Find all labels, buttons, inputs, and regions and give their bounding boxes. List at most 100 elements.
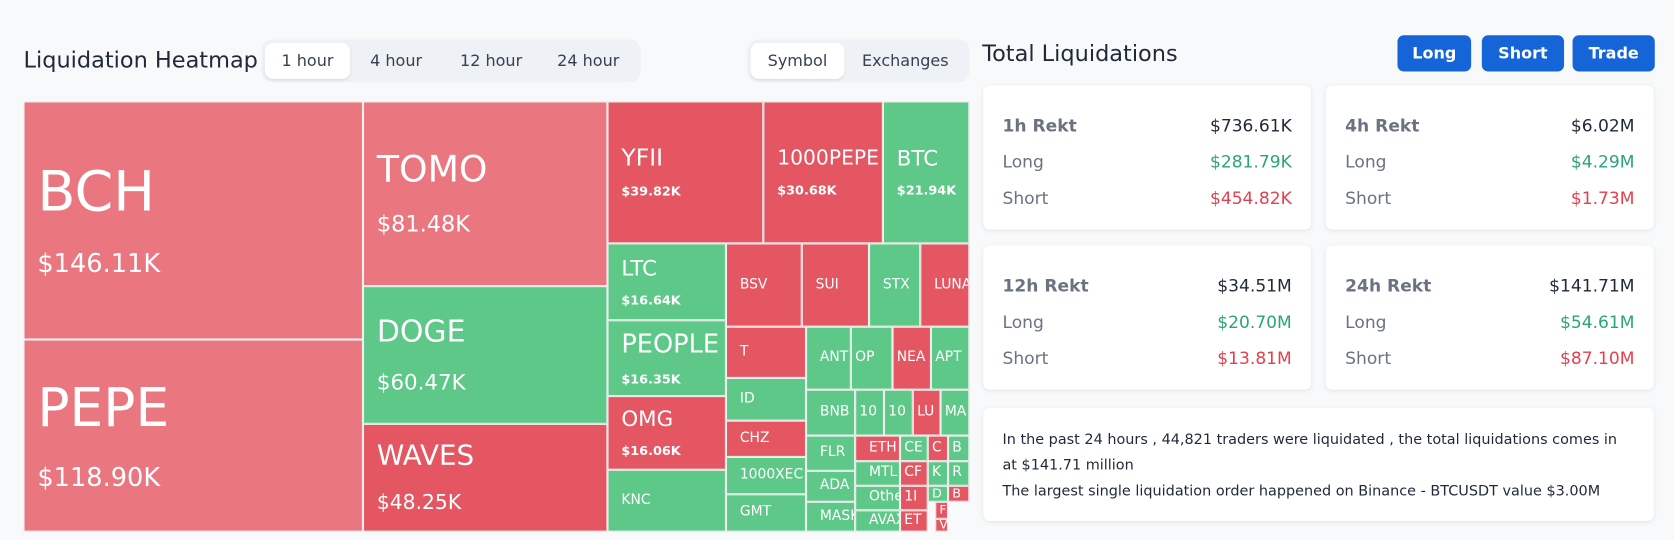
heatmap-tile[interactable]: SUI: [801, 243, 870, 327]
tile-label: R: [952, 464, 962, 481]
row-value: $13.81M: [1217, 347, 1292, 368]
tile-label: PEOPLE: [621, 328, 720, 359]
tile-label: ETH: [869, 439, 897, 456]
card-row: Long $4.29M: [1345, 143, 1634, 179]
tile-label: 10: [888, 403, 906, 420]
heatmap-tile[interactable]: C: [927, 435, 949, 462]
heatmap-tile[interactable]: TOMO $81.48K: [362, 101, 608, 287]
heatmap-tile[interactable]: CHZ: [725, 420, 807, 457]
view-tab[interactable]: Exchanges: [862, 51, 949, 71]
tile-label: Othe: [869, 488, 900, 506]
message-line: The largest single liquidation order hap…: [1002, 482, 1601, 500]
rekt-card: 24h Rekt $141.71M Long $54.61M Short $87.10M: [1325, 245, 1654, 390]
heatmap-tile[interactable]: 1I: [899, 485, 928, 511]
heatmap-tile[interactable]: ANT: [806, 326, 851, 390]
card-row: Short $87.10M: [1345, 339, 1634, 375]
heatmap-tile[interactable]: 10: [855, 389, 884, 436]
action-button[interactable]: Long: [1397, 35, 1472, 72]
heatmap-tile[interactable]: K: [927, 461, 949, 486]
action-button[interactable]: Short: [1481, 35, 1565, 72]
time-tabs: 1 hour 4 hour 12 hour 24 hour: [261, 39, 641, 83]
view-tab[interactable]: Symbol: [750, 42, 845, 80]
time-tab[interactable]: 12 hour: [460, 51, 523, 71]
tile-label: 1000PEPE: [777, 146, 879, 170]
heatmap-tile[interactable]: STX: [869, 243, 921, 327]
card-total: $141.71M: [1549, 274, 1635, 296]
row-label: Short: [1002, 347, 1049, 368]
heatmap-tile[interactable]: 1000PEPE $30.68K: [763, 101, 883, 244]
card-title: 12h Rekt: [1002, 274, 1089, 296]
row-value: $4.29M: [1570, 151, 1635, 172]
heatmap-tile[interactable]: MTL: [855, 461, 900, 486]
tile-label: TOMO: [376, 148, 488, 191]
heatmap-tile[interactable]: 10: [883, 389, 913, 436]
heatmap-tile[interactable]: B: [948, 485, 970, 502]
time-tab[interactable]: 1 hour: [264, 42, 351, 80]
heatmap-tile[interactable]: MASK: [806, 501, 856, 532]
heatmap-tile[interactable]: D: [927, 485, 949, 502]
heatmap-tile[interactable]: Othe: [855, 485, 900, 511]
row-value: $54.61M: [1559, 311, 1635, 332]
tile-value: $16.64K: [621, 292, 681, 308]
row-value: $1.73M: [1570, 187, 1635, 208]
heatmap-tile[interactable]: CF: [899, 461, 928, 486]
card-row: Short $1.73M: [1345, 179, 1634, 215]
tile-value: $21.94K: [896, 182, 957, 198]
heatmap-tile[interactable]: KNC: [607, 469, 726, 532]
heatmap-tile[interactable]: B: [948, 435, 970, 462]
row-label: Long: [1002, 151, 1044, 172]
heatmap-tile[interactable]: FLR: [806, 435, 856, 471]
heatmap-tile[interactable]: MA: [940, 389, 970, 436]
heatmap-tile[interactable]: APT: [930, 326, 970, 390]
heatmap-tile[interactable]: WAVES $48.25K: [362, 423, 608, 532]
heatmap-title: Liquidation Heatmap: [23, 46, 258, 73]
heatmap-tile[interactable]: BTC $21.94K: [882, 101, 970, 244]
time-tab[interactable]: 4 hour: [370, 51, 423, 71]
heatmap-tile[interactable]: ETH: [855, 435, 900, 462]
heatmap-tile[interactable]: T: [725, 326, 807, 378]
tile-value: $48.25K: [376, 490, 462, 515]
card-header: 24h Rekt $141.71M: [1345, 267, 1634, 303]
heatmap: BCH $146.11K PEPE $118.90K TOMO $81.48K DOGE $6…: [23, 101, 970, 532]
heatmap-tile[interactable]: BSV: [725, 243, 802, 327]
heatmap-tile[interactable]: R: [948, 461, 970, 486]
heatmap-tile[interactable]: ID: [725, 377, 807, 421]
heatmap-tile[interactable]: ADA: [806, 470, 856, 502]
tile-label: ET: [904, 511, 922, 528]
card-row: Long $20.70M: [1002, 303, 1291, 339]
heatmap-tile[interactable]: DOGE $60.47K: [362, 286, 608, 424]
heatmap-tile[interactable]: PEPE $118.90K: [23, 339, 363, 532]
tile-label: PEPE: [37, 376, 170, 439]
heatmap-tile[interactable]: BCH $146.11K: [23, 101, 363, 340]
time-tab[interactable]: 24 hour: [557, 51, 620, 71]
tile-label: F: [939, 502, 947, 517]
tile-label: LU: [917, 403, 935, 420]
heatmap-tile[interactable]: YFII $39.82K: [607, 101, 764, 244]
heatmap-tile[interactable]: CE: [899, 435, 928, 462]
row-label: Short: [1345, 187, 1392, 208]
tile-label: BTC: [896, 145, 939, 172]
heatmap-tile[interactable]: AVAX: [855, 510, 900, 532]
heatmap-tile[interactable]: NEA: [892, 326, 931, 390]
heatmap-tile[interactable]: LU: [912, 389, 941, 436]
row-label: Long: [1345, 151, 1387, 172]
action-button[interactable]: Trade: [1572, 35, 1655, 72]
message-line: In the past 24 hours , 44,821 traders we…: [1002, 431, 1618, 475]
heatmap-tile[interactable]: F: [935, 501, 949, 519]
tile-label: B: [952, 485, 962, 501]
card-total: $6.02M: [1570, 114, 1635, 136]
tile-label: FLR: [819, 444, 846, 461]
heatmap-tile[interactable]: PEOPLE $16.35K: [607, 320, 726, 397]
row-label: Short: [1345, 347, 1392, 368]
tile-value: $146.11K: [37, 248, 161, 279]
heatmap-tile[interactable]: OP: [850, 326, 893, 390]
heatmap-tile[interactable]: ET: [899, 510, 928, 532]
heatmap-tile[interactable]: GMT: [725, 494, 807, 532]
heatmap-tile[interactable]: BNB: [806, 389, 856, 436]
heatmap-tile[interactable]: LUNA: [920, 243, 970, 327]
tile-label: OMG: [621, 406, 674, 432]
heatmap-tile[interactable]: 1000XEC: [725, 456, 807, 495]
heatmap-tile[interactable]: V: [935, 518, 949, 532]
heatmap-tile[interactable]: OMG $16.06K: [607, 396, 726, 470]
heatmap-tile[interactable]: LTC $16.64K: [607, 243, 726, 321]
